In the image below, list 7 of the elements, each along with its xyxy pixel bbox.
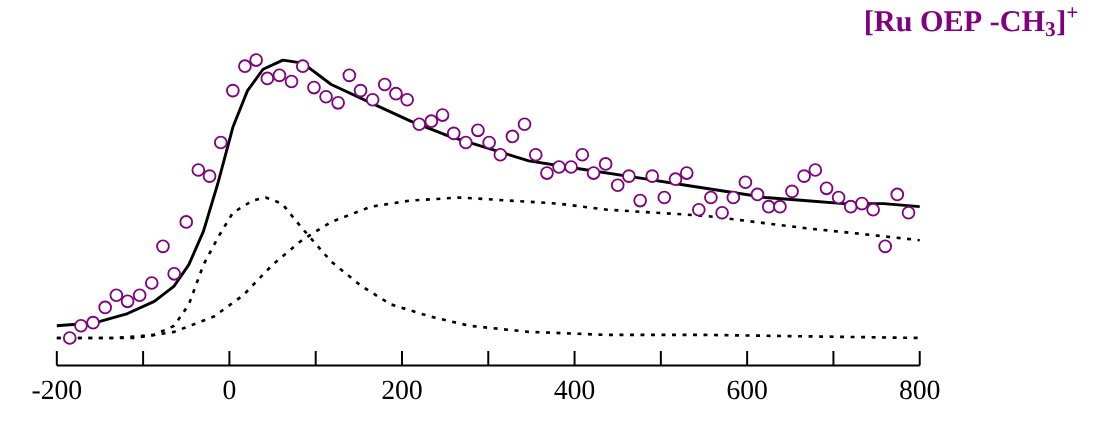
x-tick-label: 200 <box>382 380 422 400</box>
x-tick-label: -200 <box>32 380 82 400</box>
x-tick-label: 400 <box>554 380 595 400</box>
x-tick-label: 0 <box>223 380 236 400</box>
x-tick-label: 800 <box>900 380 940 400</box>
chart-title: [Ru OEP -CH$_{3}$]$^{+}$ <box>866 7 1078 37</box>
x-tick-label: 600 <box>727 380 767 400</box>
